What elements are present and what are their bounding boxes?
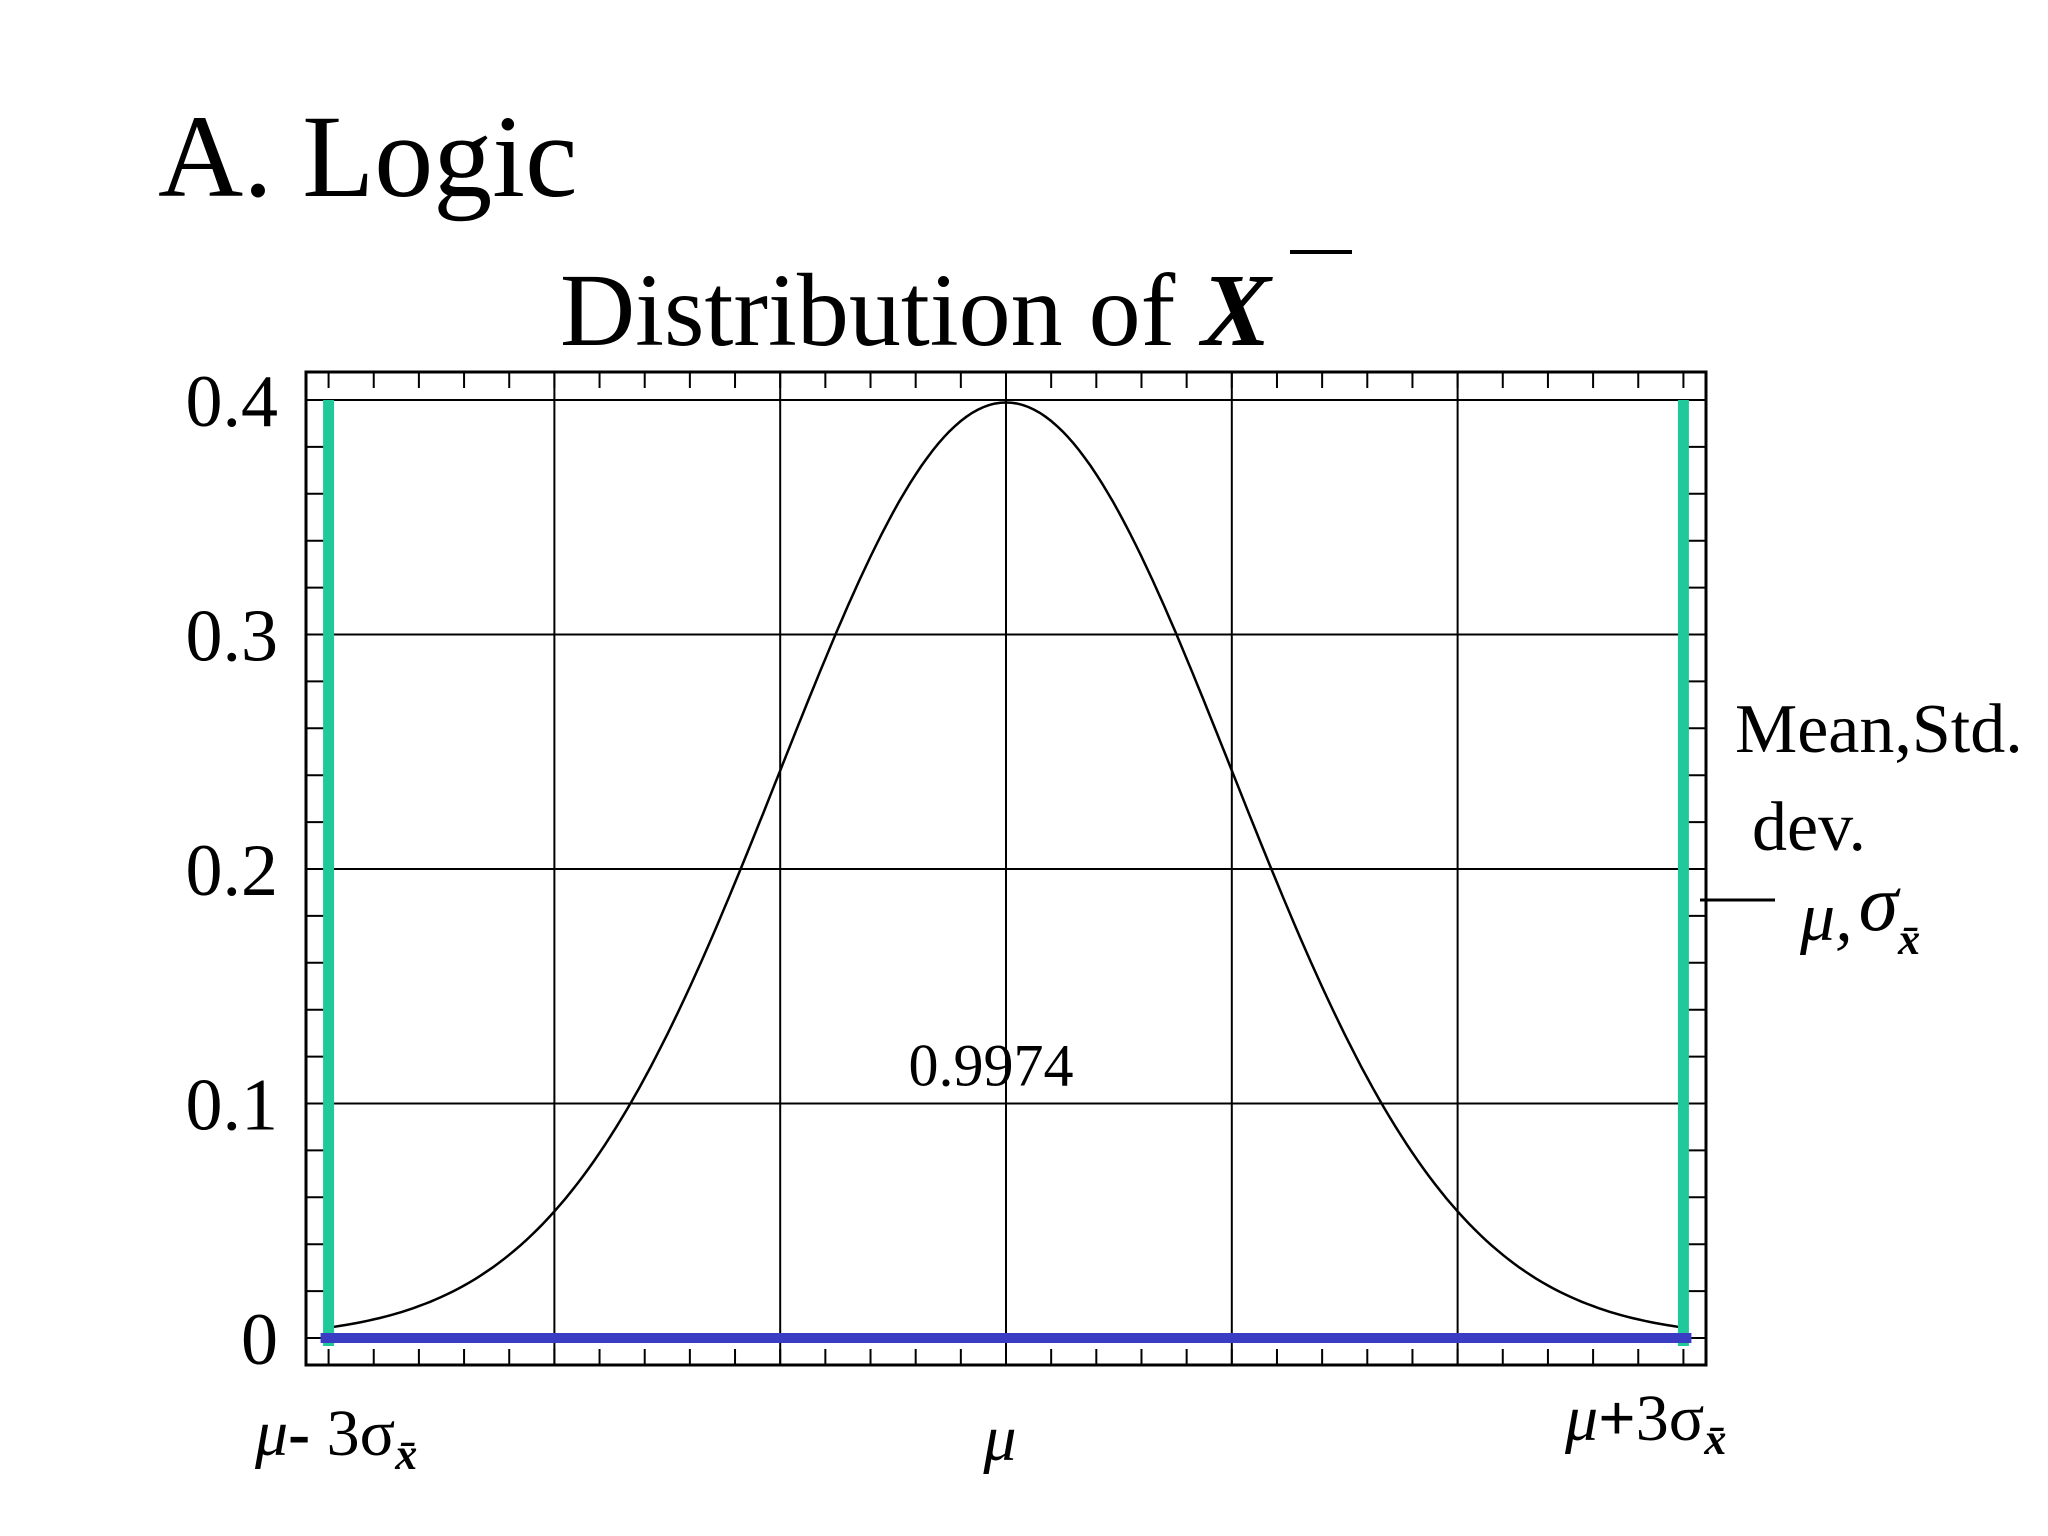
y-tick-label: 0.2 — [186, 830, 279, 912]
plot-frame — [304, 370, 1708, 1367]
y-tick-labels: 0 0.1 0.2 0.3 0.4 — [186, 361, 279, 1381]
chart-title-symbol: X — [1198, 253, 1273, 368]
y-tick-label: 0.3 — [186, 596, 279, 678]
x-label-lower: μ- 3σx̄ — [254, 1397, 417, 1479]
y-tick-label: 0 — [241, 1299, 278, 1381]
minor-ticks — [306, 372, 1706, 1365]
slide-title: A. Logic — [158, 91, 578, 222]
area-label: 0.9974 — [909, 1033, 1074, 1099]
chart-title: Distribution of X — [560, 253, 1273, 368]
density-curve — [328, 401, 1684, 1329]
grid — [306, 372, 1706, 1365]
legend-line2: dev. — [1752, 789, 1866, 866]
legend-params: μ,σx̄ — [1799, 860, 1920, 964]
y-tick-label: 0.1 — [186, 1065, 279, 1147]
y-tick-label: 0.4 — [186, 361, 279, 443]
x-label-center: μ — [982, 1402, 1016, 1475]
x-label-upper: μ+3σx̄ — [1564, 1382, 1726, 1464]
chart-title-text: Distribution of — [560, 253, 1201, 368]
legend-line1: Mean,Std. — [1735, 691, 2023, 768]
